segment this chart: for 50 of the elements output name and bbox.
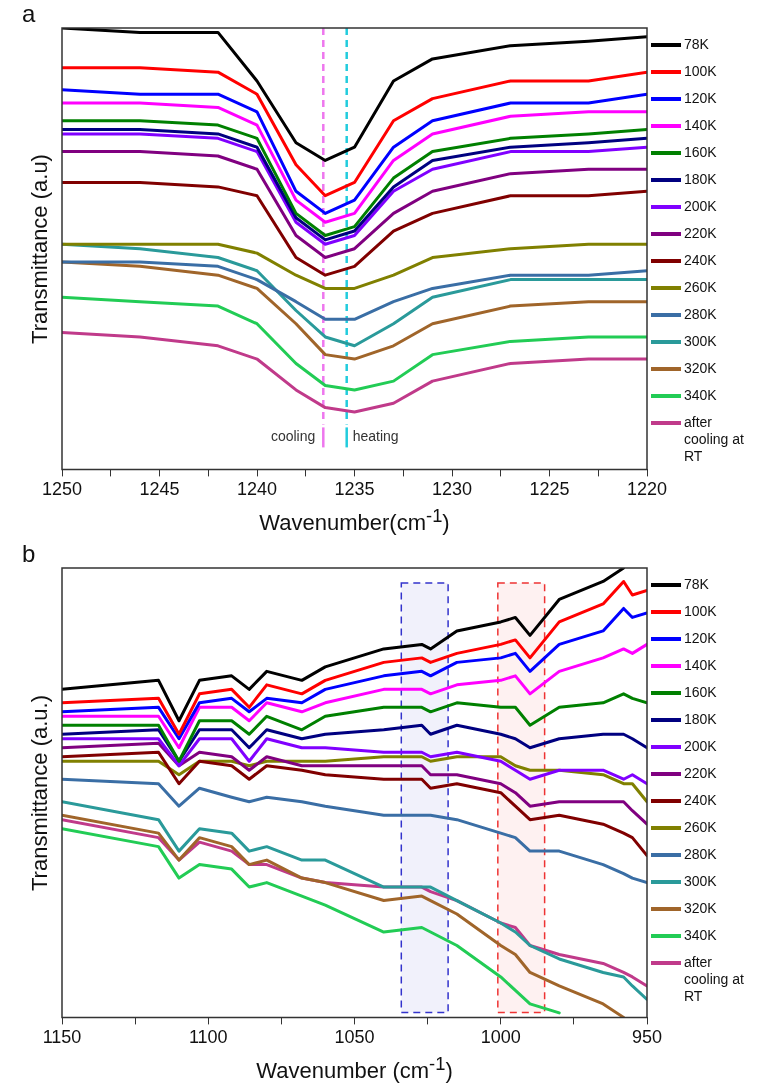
- legend-label: 160K: [684, 144, 718, 161]
- legend-label: 160K: [684, 684, 718, 701]
- x-tick-label: 1230: [431, 479, 473, 500]
- legend-label: 260K: [684, 279, 718, 296]
- legend-label: 120K: [684, 90, 718, 107]
- x-tick-label: 1245: [139, 479, 180, 500]
- y-axis-title: Transmittance (a.u.): [27, 694, 53, 891]
- x-tick-label: 1250: [41, 479, 83, 500]
- legend-label: 340K: [684, 387, 718, 404]
- x-tick-label: 1000: [480, 1027, 521, 1048]
- x-tick-label: 1050: [334, 1027, 375, 1048]
- x-tick-label: 1220: [626, 479, 668, 500]
- legend-label: 180K: [684, 171, 718, 188]
- legend-label: 120K: [684, 630, 718, 647]
- x-axis-title: Wavenumber (cm$^{-1}$): [256, 1053, 453, 1085]
- legend-label: after cooling at RT: [684, 954, 745, 1005]
- ref-line-label: cooling: [270, 428, 316, 445]
- x-tick-label: 1100: [188, 1027, 228, 1048]
- y-axis-title: Transmittance (a.u): [27, 153, 53, 344]
- legend-label: 100K: [684, 603, 718, 620]
- x-tick-label: 1240: [236, 479, 278, 500]
- legend-label: 140K: [684, 117, 718, 134]
- legend-label: 240K: [684, 792, 718, 809]
- legend-label: 78K: [684, 36, 710, 53]
- x-tick-label: 1150: [42, 1027, 82, 1048]
- chart-title: b: [22, 540, 36, 568]
- legend-label: 300K: [684, 873, 718, 890]
- legend-label: 220K: [684, 765, 718, 782]
- legend-label: 100K: [684, 63, 718, 80]
- legend-label: 320K: [684, 360, 718, 377]
- legend-label: 78K: [684, 576, 710, 593]
- legend-label: 180K: [684, 711, 718, 728]
- legend-label: after cooling at RT: [684, 414, 745, 465]
- x-tick-label: 1235: [334, 479, 375, 500]
- legend-label: 200K: [684, 198, 718, 215]
- legend-label: 220K: [684, 225, 718, 242]
- legend-label: 300K: [684, 333, 718, 350]
- x-tick-label: 1225: [529, 479, 570, 500]
- legend-label: 260K: [684, 819, 718, 836]
- x-tick-label: 950: [631, 1027, 663, 1048]
- chart-title: a: [22, 0, 36, 28]
- legend-label: 280K: [684, 846, 718, 863]
- legend-label: 280K: [684, 306, 718, 323]
- legend-label: 140K: [684, 657, 718, 674]
- legend-label: 340K: [684, 927, 718, 944]
- x-axis-title: Wavenumber(cm$^{-1}$): [259, 505, 450, 537]
- legend-label: 320K: [684, 900, 718, 917]
- legend-label: 240K: [684, 252, 718, 269]
- legend-label: 200K: [684, 738, 718, 755]
- legend-label: heating: [352, 428, 399, 445]
